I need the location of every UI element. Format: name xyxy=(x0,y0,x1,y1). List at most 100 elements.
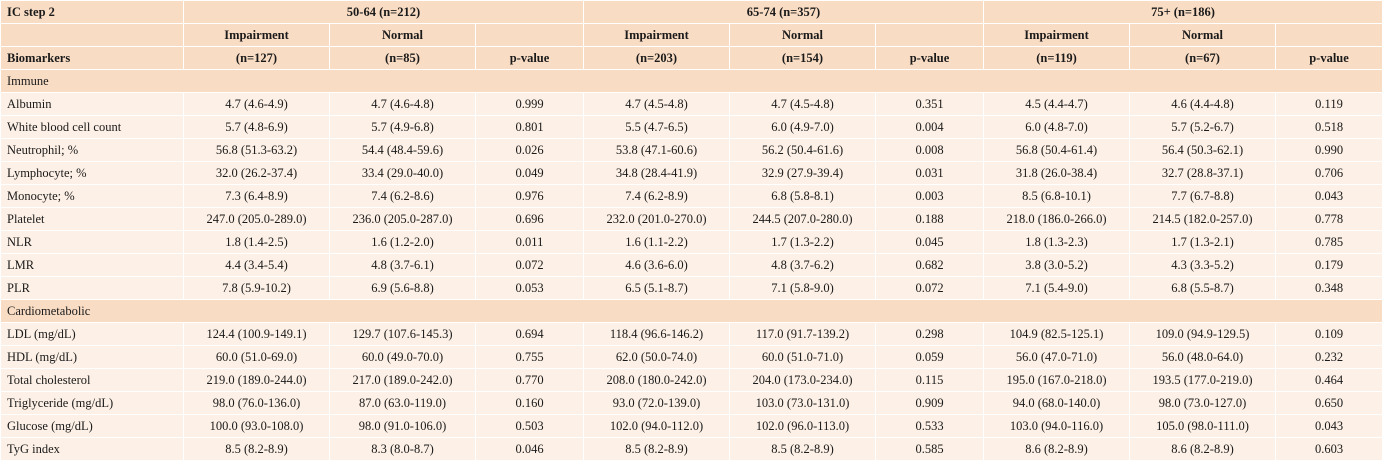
median-iqr-cell: 6.8 (5.5-8.7) xyxy=(1129,276,1276,300)
table-row: Triglyceride (mg/dL) 98.0 (76.0-136.0) 87.… xyxy=(0,391,1382,415)
median-iqr-cell: 56.4 (50.3-62.1) xyxy=(1129,138,1276,162)
pvalue-cell: 0.603 xyxy=(1274,437,1382,461)
pvalue-cell: 0.046 xyxy=(475,437,584,461)
section-row: Immune xyxy=(0,69,1382,93)
corner-label: IC step 2 xyxy=(0,0,184,24)
median-iqr-cell: 98.0 (76.0-136.0) xyxy=(183,391,330,415)
table-row: White blood cell count 5.7 (4.8-6.9) 5.7 (… xyxy=(0,115,1382,139)
pvalue-cell: 0.119 xyxy=(1274,92,1382,116)
pvalue-header: p-value xyxy=(475,46,584,70)
biomarker-name: Platelet xyxy=(0,207,184,231)
table-row: PLR 7.8 (5.9-10.2) 6.9 (5.6-8.8) 0.053 6.5 (… xyxy=(0,276,1382,300)
median-iqr-cell: 98.0 (73.0-127.0) xyxy=(1129,391,1276,415)
median-iqr-cell: 105.0 (98.0-111.0) xyxy=(1129,414,1276,438)
pvalue-cell: 0.785 xyxy=(1274,230,1382,254)
median-iqr-cell: 6.8 (5.8-8.1) xyxy=(729,184,876,208)
median-iqr-cell: 4.5 (4.4-4.7) xyxy=(983,92,1130,116)
median-iqr-cell: 60.0 (51.0-71.0) xyxy=(729,345,876,369)
median-iqr-cell: 1.7 (1.3-2.2) xyxy=(729,230,876,254)
median-iqr-cell: 32.7 (28.8-37.1) xyxy=(1129,161,1276,185)
group-header-75-plus: 75+ (n=186) xyxy=(982,0,1382,24)
header-row-counts: Biomarkers (n=127) (n=85) p-value (n=203… xyxy=(0,46,1382,70)
median-iqr-cell: 8.5 (8.2-8.9) xyxy=(729,437,876,461)
table-row: Lymphocyte; % 32.0 (26.2-37.4) 33.4 (29.0-… xyxy=(0,161,1382,185)
median-iqr-cell: 103.0 (73.0-131.0) xyxy=(729,391,876,415)
count-header: (n=127) xyxy=(183,46,330,70)
median-iqr-cell: 4.4 (3.4-5.4) xyxy=(183,253,330,277)
normal-header: Normal xyxy=(329,23,476,47)
pvalue-cell: 0.682 xyxy=(875,253,984,277)
table-row: TyG index 8.5 (8.2-8.9) 8.3 (8.0-8.7) 0.046… xyxy=(0,437,1382,461)
median-iqr-cell: 1.8 (1.3-2.3) xyxy=(983,230,1130,254)
pvalue-cell: 0.351 xyxy=(875,92,984,116)
median-iqr-cell: 236.0 (205.0-287.0) xyxy=(329,207,476,231)
count-header: (n=119) xyxy=(983,46,1130,70)
pvalue-cell: 0.298 xyxy=(875,322,984,346)
median-iqr-cell: 56.8 (50.4-61.4) xyxy=(983,138,1130,162)
table-row: Neutrophil; % 56.8 (51.3-63.2) 54.4 (48.4-… xyxy=(0,138,1382,162)
median-iqr-cell: 5.7 (4.9-6.8) xyxy=(329,115,476,139)
table-row: Platelet 247.0 (205.0-289.0) 236.0 (205.0-… xyxy=(0,207,1382,231)
median-iqr-cell: 232.0 (201.0-270.0) xyxy=(583,207,730,231)
median-iqr-cell: 60.0 (51.0-69.0) xyxy=(183,345,330,369)
median-iqr-cell: 5.5 (4.7-6.5) xyxy=(583,115,730,139)
median-iqr-cell: 7.8 (5.9-10.2) xyxy=(183,276,330,300)
median-iqr-cell: 6.0 (4.8-7.0) xyxy=(983,115,1130,139)
median-iqr-cell: 103.0 (94.0-116.0) xyxy=(983,414,1130,438)
section-title: Cardiometabolic xyxy=(0,299,1382,323)
median-iqr-cell: 32.9 (27.9-39.4) xyxy=(729,161,876,185)
section-row: Cardiometabolic xyxy=(0,299,1382,323)
pvalue-cell: 0.160 xyxy=(475,391,584,415)
median-iqr-cell: 195.0 (167.0-218.0) xyxy=(983,368,1130,392)
median-iqr-cell: 244.5 (207.0-280.0) xyxy=(729,207,876,231)
pvalue-cell: 0.585 xyxy=(875,437,984,461)
median-iqr-cell: 204.0 (173.0-234.0) xyxy=(729,368,876,392)
pvalue-cell: 0.179 xyxy=(1274,253,1382,277)
median-iqr-cell: 117.0 (91.7-139.2) xyxy=(729,322,876,346)
pvalue-cell: 0.696 xyxy=(475,207,584,231)
pvalue-cell: 0.043 xyxy=(1274,184,1382,208)
pvalue-cell: 0.650 xyxy=(1274,391,1382,415)
table-row: Monocyte; % 7.3 (6.4-8.9) 7.4 (6.2-8.6) 0.9… xyxy=(0,184,1382,208)
table-row: Glucose (mg/dL) 100.0 (93.0-108.0) 98.0 (9… xyxy=(0,414,1382,438)
header-blank xyxy=(475,23,584,47)
median-iqr-cell: 7.4 (6.2-8.6) xyxy=(329,184,476,208)
pvalue-cell: 0.003 xyxy=(875,184,984,208)
pvalue-cell: 0.072 xyxy=(475,253,584,277)
median-iqr-cell: 8.5 (8.2-8.9) xyxy=(183,437,330,461)
pvalue-cell: 0.348 xyxy=(1274,276,1382,300)
median-iqr-cell: 31.8 (26.0-38.4) xyxy=(983,161,1130,185)
median-iqr-cell: 1.8 (1.4-2.5) xyxy=(183,230,330,254)
median-iqr-cell: 8.6 (8.2-8.9) xyxy=(1129,437,1276,461)
pvalue-cell: 0.694 xyxy=(475,322,584,346)
count-header: (n=85) xyxy=(329,46,476,70)
count-header: (n=67) xyxy=(1129,46,1276,70)
median-iqr-cell: 5.7 (4.8-6.9) xyxy=(183,115,330,139)
impairment-header: Impairment xyxy=(183,23,330,47)
header-blank xyxy=(875,23,984,47)
median-iqr-cell: 1.7 (1.3-2.1) xyxy=(1129,230,1276,254)
table-row: Total cholesterol 219.0 (189.0-244.0) 217.… xyxy=(0,368,1382,392)
median-iqr-cell: 4.3 (3.3-5.2) xyxy=(1129,253,1276,277)
pvalue-cell: 0.909 xyxy=(875,391,984,415)
median-iqr-cell: 208.0 (180.0-242.0) xyxy=(583,368,730,392)
header-row-status: Impairment Normal Impairment Normal Impa… xyxy=(0,23,1382,47)
median-iqr-cell: 5.7 (5.2-6.7) xyxy=(1129,115,1276,139)
median-iqr-cell: 56.2 (50.4-61.6) xyxy=(729,138,876,162)
pvalue-cell: 0.990 xyxy=(1274,138,1382,162)
pvalue-cell: 0.011 xyxy=(475,230,584,254)
biomarkers-header: Biomarkers xyxy=(0,46,184,70)
median-iqr-cell: 8.5 (8.2-8.9) xyxy=(583,437,730,461)
median-iqr-cell: 214.5 (182.0-257.0) xyxy=(1129,207,1276,231)
pvalue-cell: 0.008 xyxy=(875,138,984,162)
median-iqr-cell: 8.3 (8.0-8.7) xyxy=(329,437,476,461)
pvalue-header: p-value xyxy=(1274,46,1382,70)
median-iqr-cell: 100.0 (93.0-108.0) xyxy=(183,414,330,438)
median-iqr-cell: 124.4 (100.9-149.1) xyxy=(183,322,330,346)
median-iqr-cell: 4.7 (4.5-4.8) xyxy=(583,92,730,116)
median-iqr-cell: 56.0 (48.0-64.0) xyxy=(1129,345,1276,369)
pvalue-cell: 0.518 xyxy=(1274,115,1382,139)
biomarker-name: Albumin xyxy=(0,92,184,116)
median-iqr-cell: 218.0 (186.0-266.0) xyxy=(983,207,1130,231)
